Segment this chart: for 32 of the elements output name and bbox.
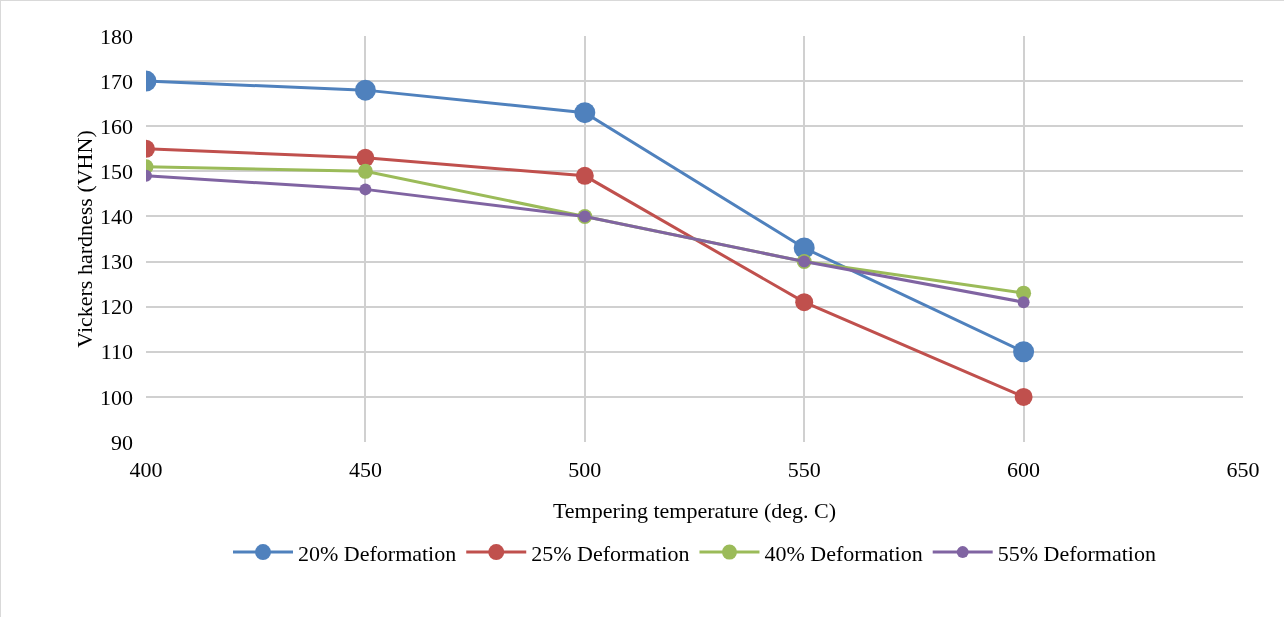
point (1014, 387, 1033, 406)
point (574, 102, 596, 124)
legend-label: 20% Deformation (298, 540, 457, 566)
x-tick-label: 550 (787, 457, 821, 482)
y-tick-label: 130 (100, 249, 133, 275)
point (357, 163, 373, 179)
point (575, 166, 594, 185)
x-tick-label: 600 (1007, 457, 1041, 482)
x-tick-label: 450 (348, 457, 382, 482)
y-axis-title: Vickers hardness (VHN) (72, 130, 97, 348)
x-tick-label: 400 (129, 457, 163, 482)
x-tick-label: 500 (568, 457, 602, 482)
legend-label: 25% Deformation (531, 540, 690, 566)
point (356, 148, 375, 167)
y-tick-label: 160 (100, 113, 133, 139)
y-tick-label: 140 (100, 204, 133, 230)
point (1013, 341, 1035, 363)
point (354, 79, 376, 101)
point (1017, 296, 1030, 309)
y-tick-label: 170 (100, 68, 133, 94)
y-tick-label: 110 (100, 339, 133, 365)
y-tick-label: 100 (100, 384, 133, 410)
y-tick-label: 150 (100, 159, 133, 185)
x-axis-title: Tempering temperature (deg. C) (552, 498, 837, 523)
y-tick-label: 90 (111, 429, 133, 455)
point (359, 183, 372, 196)
legend-label: 40% Deformation (764, 540, 923, 566)
legend-label: 55% Deformation (997, 540, 1156, 566)
y-tick-label: 120 (100, 294, 133, 320)
y-tick-label: 180 (100, 23, 133, 49)
x-tick-label: 650 (1226, 457, 1260, 482)
point (795, 293, 814, 312)
